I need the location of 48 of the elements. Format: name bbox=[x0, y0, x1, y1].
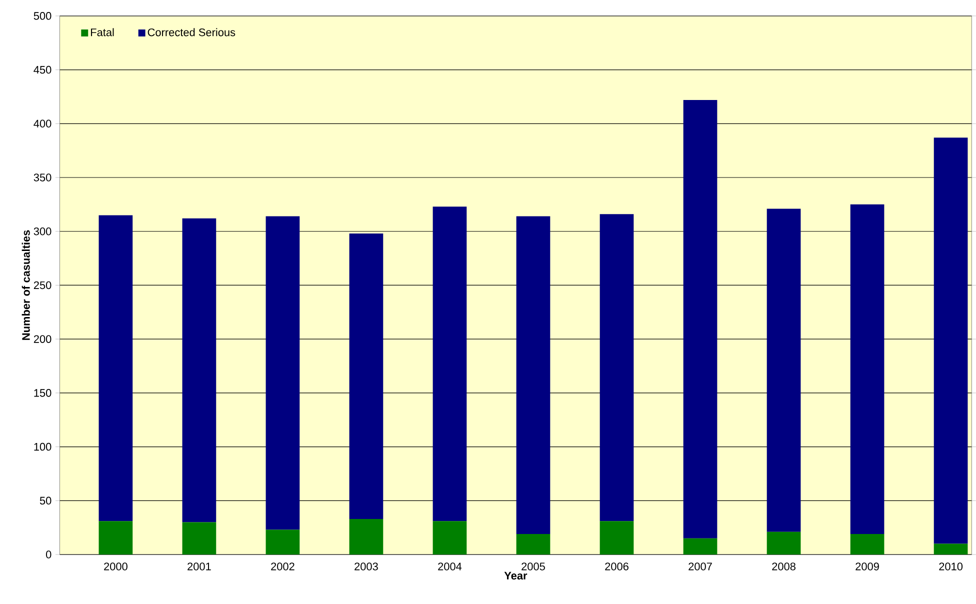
x-tick-label: 2008 bbox=[772, 562, 796, 570]
bar bbox=[182, 522, 216, 554]
x-tick-label: 2001 bbox=[188, 562, 211, 570]
x-tick-label: 2004 bbox=[438, 562, 462, 570]
bar bbox=[349, 518, 384, 554]
bar bbox=[266, 530, 300, 554]
bar bbox=[98, 520, 133, 554]
y-axis-title: Number of casualties bbox=[22, 230, 30, 340]
y-tick-label: 0 bbox=[46, 550, 52, 558]
bar bbox=[182, 218, 216, 522]
x-tick-label: 2005 bbox=[522, 562, 545, 570]
bar bbox=[934, 138, 968, 544]
x-tick-label: 2009 bbox=[856, 562, 879, 570]
bar bbox=[432, 520, 467, 554]
bar bbox=[683, 538, 718, 554]
bar bbox=[850, 534, 884, 554]
bar bbox=[266, 216, 300, 530]
bar bbox=[766, 208, 801, 532]
bar bbox=[850, 204, 884, 534]
y-tick-label: 200 bbox=[34, 335, 52, 343]
y-tick-label: 100 bbox=[34, 442, 52, 451]
x-tick-label: 2010 bbox=[939, 562, 963, 570]
bar bbox=[432, 206, 467, 521]
y-tick-label: 250 bbox=[34, 281, 52, 289]
x-tick-label: 2007 bbox=[688, 562, 712, 570]
x-tick-label: 2000 bbox=[104, 562, 128, 570]
y-tick-label: 300 bbox=[34, 227, 52, 236]
bar bbox=[766, 532, 801, 554]
x-tick-label: 2002 bbox=[271, 562, 294, 570]
legend-label: Corrected Serious bbox=[148, 28, 236, 36]
bar bbox=[600, 520, 634, 554]
x-tick-label: 2006 bbox=[605, 562, 628, 570]
y-tick-label: 400 bbox=[34, 120, 52, 128]
y-tick-label: 150 bbox=[34, 388, 52, 397]
bar bbox=[683, 100, 718, 538]
bar bbox=[600, 214, 634, 521]
y-tick-label: 350 bbox=[34, 173, 52, 182]
bar bbox=[516, 534, 550, 554]
x-axis-title: Year bbox=[504, 572, 528, 580]
bar bbox=[98, 215, 133, 521]
bar bbox=[516, 216, 550, 534]
y-tick-label: 450 bbox=[34, 66, 52, 74]
bar bbox=[934, 544, 968, 554]
legend-label: Fatal bbox=[91, 28, 114, 36]
y-tick-label: 500 bbox=[34, 12, 52, 20]
x-tick-label: 2003 bbox=[354, 562, 378, 570]
bar bbox=[349, 233, 384, 519]
y-tick-label: 50 bbox=[40, 496, 52, 504]
